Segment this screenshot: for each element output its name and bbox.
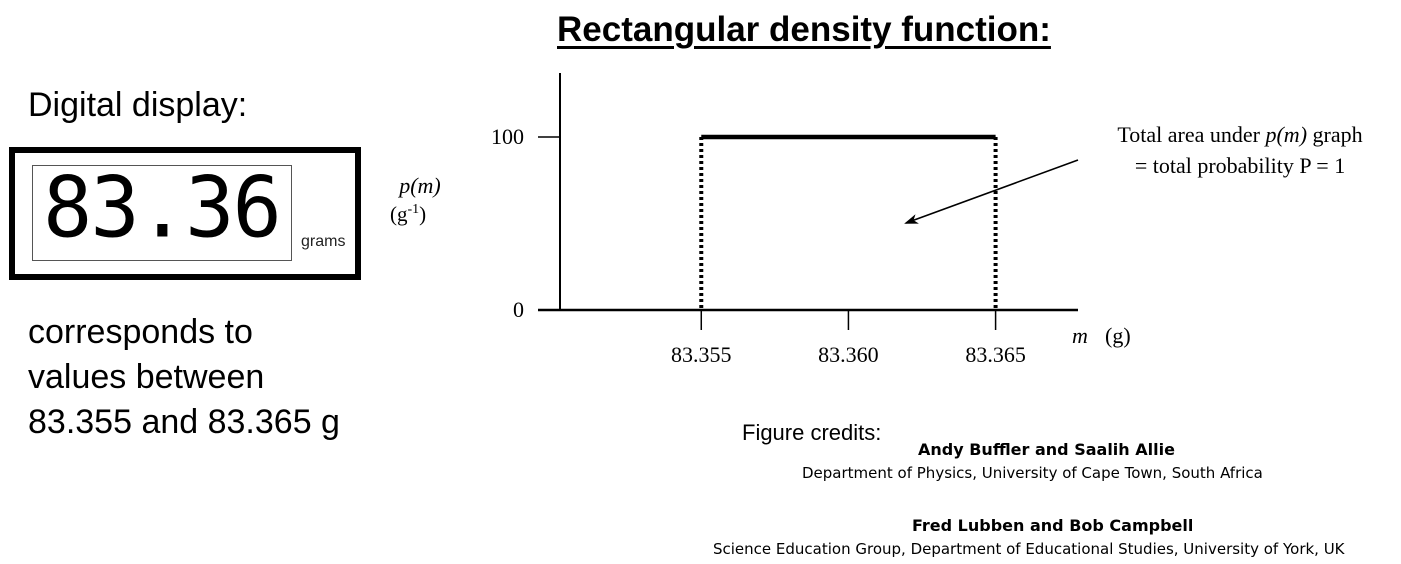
range-description-line: 83.355 and 83.365 g (28, 403, 340, 441)
credits-label: Figure credits: (742, 420, 882, 445)
y-axis-unit-close: ) (419, 202, 426, 226)
credit-affiliation: Science Education Group, Department of E… (713, 540, 1345, 558)
chart-marks: 83.355 83.360 83.365 0 100 (491, 124, 1026, 367)
y-tick-label: 100 (491, 124, 524, 149)
y-axis-unit-open: (g (390, 202, 408, 226)
annotation-line-1: Total area under p(m) graph (1117, 122, 1362, 147)
x-axis-unit: (g) (1105, 323, 1131, 348)
y-tick-label: 0 (513, 297, 524, 322)
digital-display-frame: 83.36 grams (9, 147, 361, 280)
credit-name: Andy Buffler and Saalih Allie (918, 440, 1175, 459)
annotation-line-2: = total probability P = 1 (1135, 153, 1345, 178)
digital-reading: 83.36 (43, 160, 282, 257)
chart-title: Rectangular density function: (557, 10, 1051, 49)
y-axis-unit: (g-1) (390, 202, 426, 226)
x-tick-label: 83.360 (818, 342, 879, 367)
digital-display-label: Digital display: (28, 86, 248, 124)
digital-display-screen: 83.36 (32, 160, 292, 261)
y-axis-unit-exponent: -1 (408, 202, 420, 217)
range-description: corresponds to values between 83.355 and… (28, 310, 340, 445)
x-tick-label: 83.365 (965, 342, 1026, 367)
credit-name: Fred Lubben and Bob Campbell (912, 516, 1194, 535)
y-axis-label: p(m) (397, 173, 441, 198)
unit-label: grams (301, 233, 346, 250)
x-tick-label: 83.355 (671, 342, 732, 367)
annotation-line-1-pre: Total area under (1117, 122, 1265, 147)
credit-affiliation: Department of Physics, University of Cap… (802, 464, 1263, 482)
x-axis-variable: m (1072, 323, 1088, 348)
annotation-arrow (904, 159, 1079, 224)
annotation-line-1-var: p(m) (1263, 122, 1307, 147)
annotation-line-1-post: graph (1307, 122, 1363, 147)
range-description-line: corresponds to (28, 313, 253, 351)
range-description-line: values between (28, 358, 265, 396)
